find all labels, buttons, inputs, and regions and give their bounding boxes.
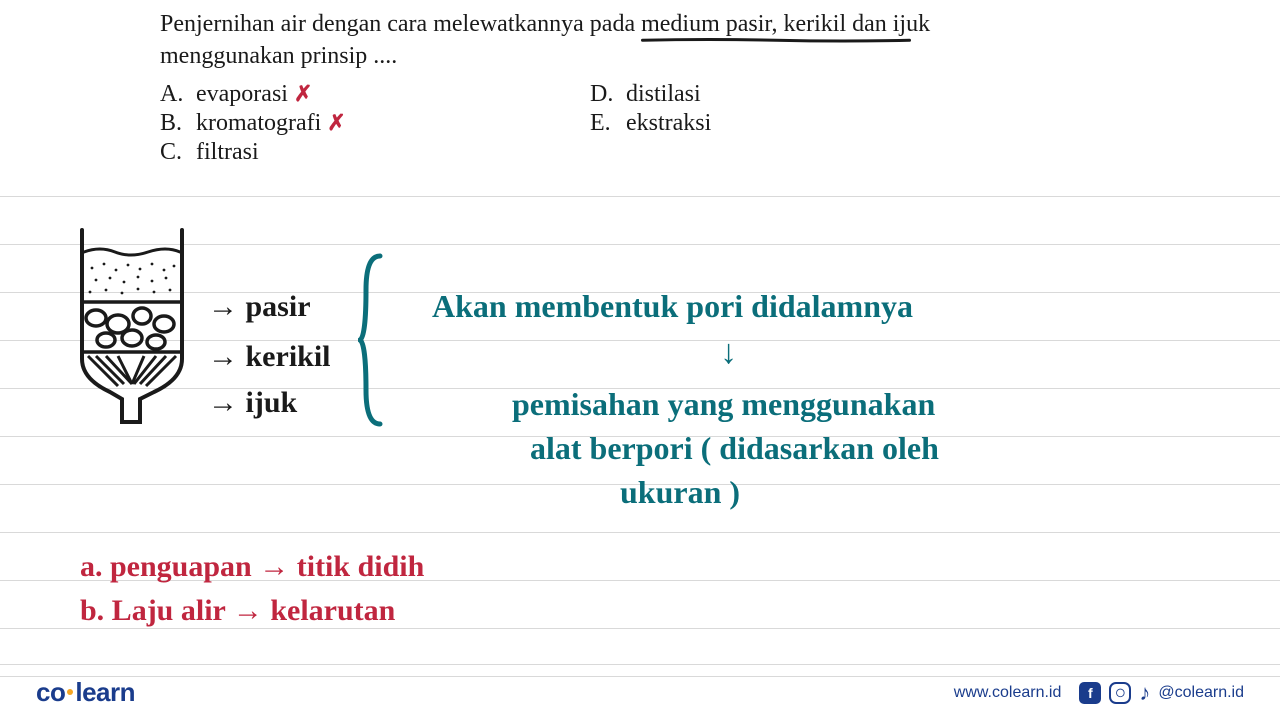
cross-mark-a: ✗ [294,81,312,107]
options-grid: A. evaporasi ✗ B. kromatografi ✗ C. filt… [160,81,1120,166]
question-line-2: menggunakan prinsip .... [160,40,1120,72]
option-d: D. distilasi [590,81,711,108]
layer-label-kerikil: → kerikil [208,340,331,374]
option-b: B. kromatografi ✗ [160,110,590,137]
note-teal-line3: alat berpori ( didasarkan oleh [530,430,939,467]
footer-bar: colearn www.colearn.id f ◯ ♪ @colearn.id [0,664,1280,720]
note-teal-line2: pemisahan yang menggunakan [512,386,935,423]
cross-mark-b: ✗ [327,110,345,136]
rule-line [0,196,1280,197]
note-red-line1: a. penguapan → titik didih [80,550,424,584]
question-text-before: Penjernihan air dengan cara melewatkanny… [160,11,641,37]
tiktok-icon[interactable]: ♪ [1139,680,1150,706]
facebook-icon[interactable]: f [1079,682,1101,704]
footer-right: www.colearn.id f ◯ ♪ @colearn.id [954,680,1244,706]
curly-brace [358,250,388,430]
instagram-icon[interactable]: ◯ [1109,682,1131,704]
footer-url[interactable]: www.colearn.id [954,684,1062,702]
note-teal-line4: ukuran ) [620,474,740,511]
options-col-left: A. evaporasi ✗ B. kromatografi ✗ C. filt… [160,81,590,166]
logo-dot-icon [67,689,73,695]
social-icons: f ◯ ♪ @colearn.id [1079,680,1244,706]
option-a: A. evaporasi ✗ [160,81,590,108]
note-teal-arrow: ↓ [720,334,737,372]
social-handle[interactable]: @colearn.id [1158,684,1244,702]
note-teal-line1: Akan membentuk pori didalamnya [432,288,913,325]
question-line-1: Penjernihan air dengan cara melewatkanny… [160,8,1120,40]
note-red-line2: b. Laju alir → kelarutan [80,594,395,628]
question-block: Penjernihan air dengan cara melewatkanny… [0,0,1280,166]
rule-line [0,628,1280,629]
filter-funnel-diagram [70,224,200,434]
underlined-phrase: medium pasir, kerikil dan ijuk [641,8,930,40]
brand-logo: colearn [36,677,135,708]
option-e: E. ekstraksi [590,110,711,137]
underline-annotation [641,38,911,44]
rule-line [0,532,1280,533]
options-col-right: D. distilasi E. ekstraksi [590,81,711,166]
layer-label-pasir: → pasir [208,290,311,324]
option-c: C. filtrasi [160,139,590,166]
layer-label-ijuk: → ijuk [208,386,297,420]
